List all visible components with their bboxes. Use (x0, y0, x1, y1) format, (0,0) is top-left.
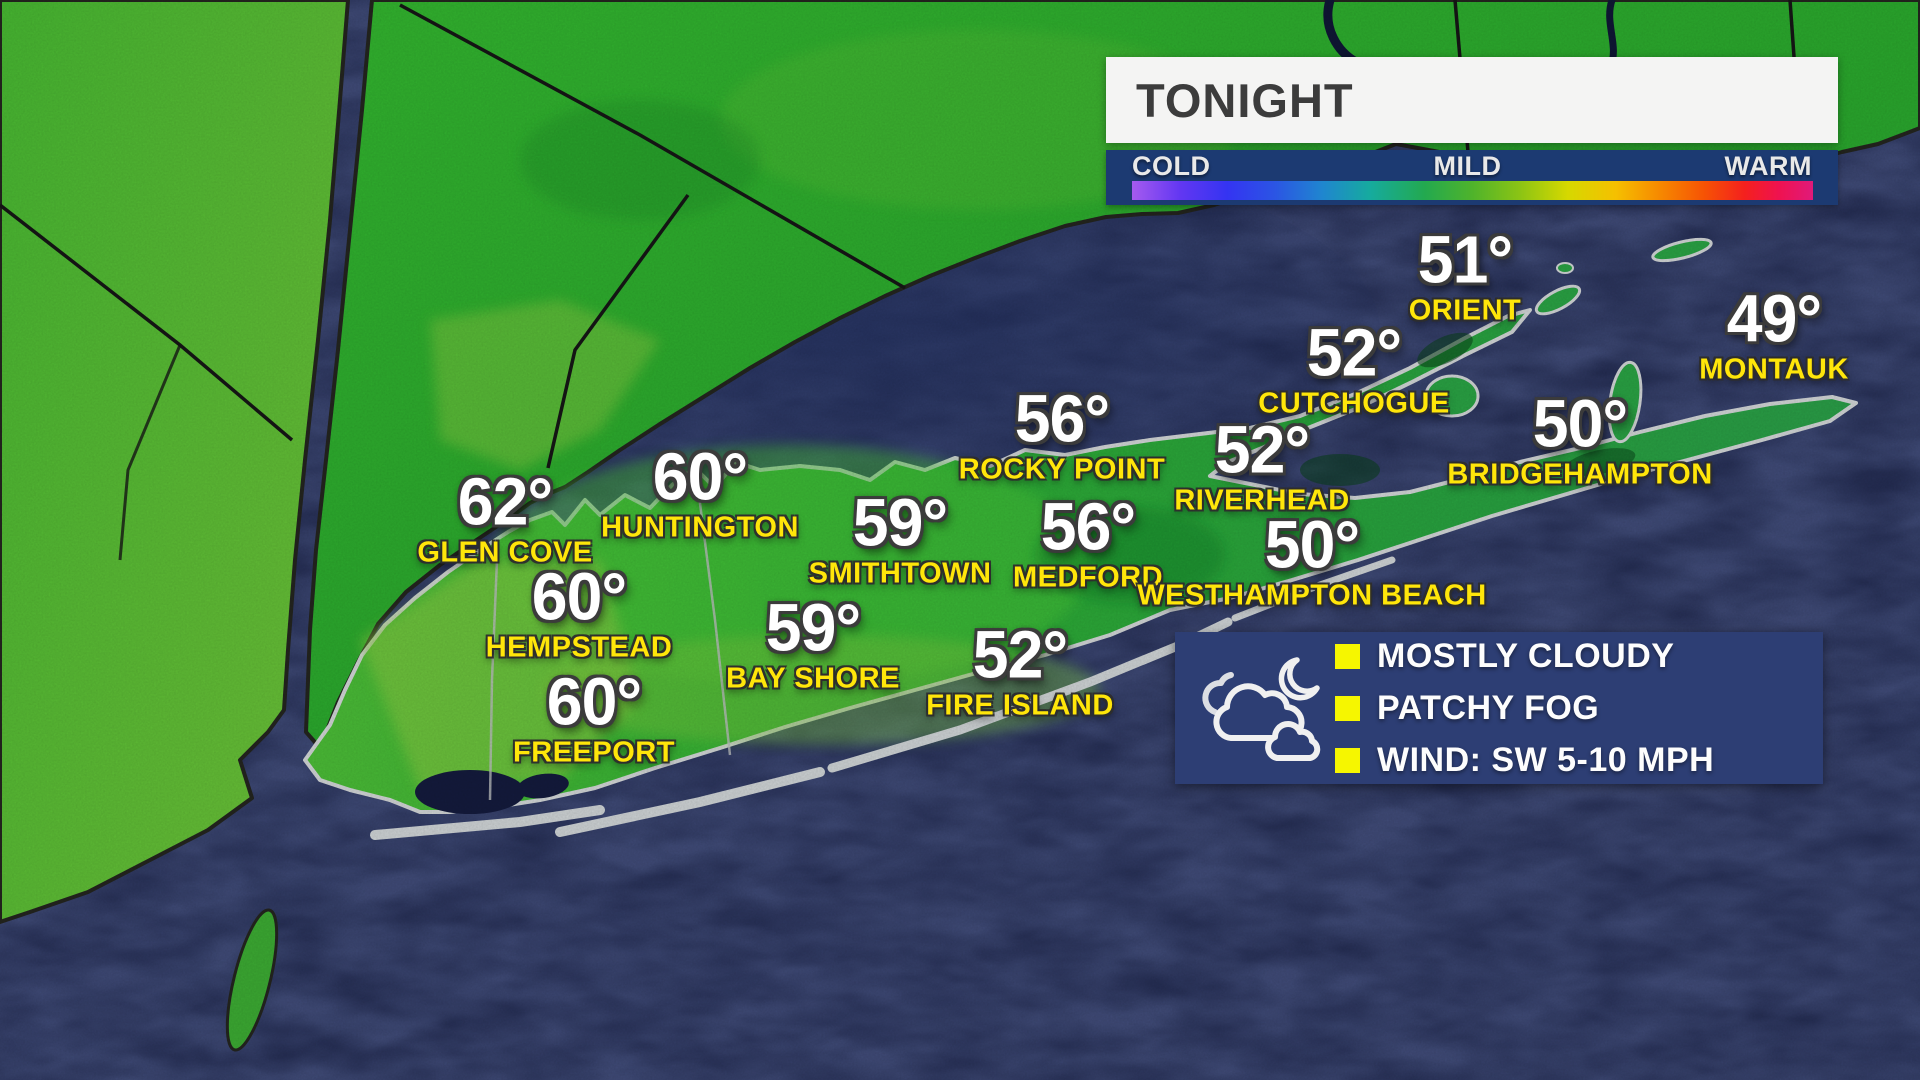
conditions-box: MOSTLY CLOUDY PATCHY FOG WIND: SW 5-10 MPH (1175, 632, 1823, 784)
yellow-square-bullet-icon (1335, 747, 1360, 773)
scale-label-cold: COLD (1132, 151, 1211, 181)
temperature-gradient-strip (1132, 181, 1813, 200)
forecast-period-banner: TONIGHT (1106, 57, 1838, 143)
condition-row: PATCHY FOG (1335, 689, 1813, 728)
scale-label-mild: MILD (1433, 151, 1502, 181)
temperature-scale-labels: COLD MILD WARM (1106, 152, 1838, 180)
condition-row: MOSTLY CLOUDY (1335, 637, 1813, 676)
yellow-square-bullet-icon (1335, 695, 1360, 721)
moon-behind-clouds-icon (1202, 657, 1321, 761)
scale-label-warm: WARM (1724, 151, 1812, 181)
yellow-square-bullet-icon (1335, 643, 1360, 669)
condition-row: WIND: SW 5-10 MPH (1335, 741, 1813, 780)
forecast-period-title: TONIGHT (1136, 73, 1354, 127)
conditions-list: MOSTLY CLOUDY PATCHY FOG WIND: SW 5-10 MPH (1335, 632, 1813, 784)
temperature-scale-bar: COLD MILD WARM (1106, 150, 1838, 205)
condition-text: WIND: SW 5-10 MPH (1377, 740, 1715, 779)
condition-text: PATCHY FOG (1377, 688, 1600, 727)
condition-text: MOSTLY CLOUDY (1377, 636, 1675, 675)
